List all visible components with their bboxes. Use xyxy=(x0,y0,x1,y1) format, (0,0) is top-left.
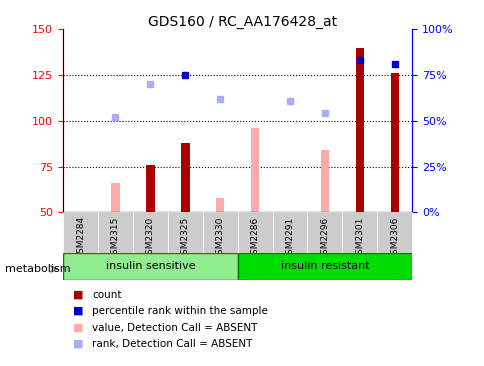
Text: GSM2330: GSM2330 xyxy=(215,216,224,260)
Text: insulin resistant: insulin resistant xyxy=(280,261,368,271)
FancyBboxPatch shape xyxy=(342,212,377,253)
Text: GDS160 / RC_AA176428_at: GDS160 / RC_AA176428_at xyxy=(148,15,336,29)
Text: GSM2320: GSM2320 xyxy=(146,216,154,259)
Text: GSM2291: GSM2291 xyxy=(285,216,294,259)
Text: rank, Detection Call = ABSENT: rank, Detection Call = ABSENT xyxy=(92,339,252,349)
Text: GSM2301: GSM2301 xyxy=(355,216,363,260)
FancyBboxPatch shape xyxy=(237,212,272,253)
FancyBboxPatch shape xyxy=(377,212,411,253)
Bar xyxy=(146,165,154,212)
Text: ■: ■ xyxy=(73,290,83,300)
Text: ■: ■ xyxy=(73,339,83,349)
Text: value, Detection Call = ABSENT: value, Detection Call = ABSENT xyxy=(92,322,257,333)
Text: metabolism: metabolism xyxy=(5,264,70,274)
Text: GSM2284: GSM2284 xyxy=(76,216,85,259)
Text: GSM2306: GSM2306 xyxy=(390,216,398,260)
FancyBboxPatch shape xyxy=(167,212,202,253)
FancyBboxPatch shape xyxy=(98,212,133,253)
Text: count: count xyxy=(92,290,121,300)
FancyBboxPatch shape xyxy=(272,212,307,253)
FancyBboxPatch shape xyxy=(202,212,237,253)
Text: GSM2315: GSM2315 xyxy=(111,216,120,260)
Bar xyxy=(390,73,398,212)
Bar xyxy=(355,48,363,212)
FancyBboxPatch shape xyxy=(307,212,342,253)
Bar xyxy=(181,143,189,212)
Bar xyxy=(250,128,259,212)
Bar xyxy=(111,183,120,212)
Text: GSM2325: GSM2325 xyxy=(181,216,189,259)
FancyBboxPatch shape xyxy=(133,212,167,253)
FancyBboxPatch shape xyxy=(237,253,411,280)
Text: ■: ■ xyxy=(73,322,83,333)
Text: GSM2296: GSM2296 xyxy=(320,216,329,259)
Text: GSM2286: GSM2286 xyxy=(250,216,259,259)
Bar xyxy=(320,150,329,212)
Text: insulin sensitive: insulin sensitive xyxy=(106,261,195,271)
Text: percentile rank within the sample: percentile rank within the sample xyxy=(92,306,268,316)
Bar xyxy=(215,198,224,212)
FancyBboxPatch shape xyxy=(63,253,237,280)
Text: ■: ■ xyxy=(73,306,83,316)
FancyBboxPatch shape xyxy=(63,212,98,253)
